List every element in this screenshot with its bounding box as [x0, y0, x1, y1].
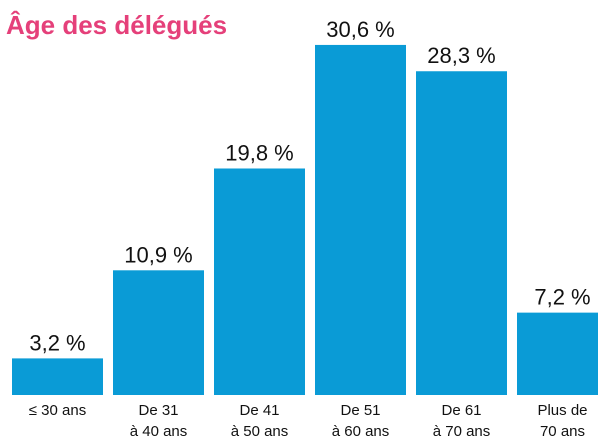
value-label: 28,3 %	[427, 43, 496, 68]
x-tick-label: De 61 à 70 ans	[412, 400, 512, 442]
value-label: 30,6 %	[326, 17, 395, 42]
x-tick-label: De 31 à 40 ans	[109, 400, 209, 442]
value-label: 7,2 %	[534, 285, 590, 310]
bar	[416, 71, 507, 395]
chart-title: Âge des délégués	[6, 10, 227, 40]
x-tick-label: Plus de 70 ans	[513, 400, 598, 442]
x-tick-label: De 51 à 60 ans	[311, 400, 411, 442]
bar	[517, 313, 598, 395]
value-label: 10,9 %	[124, 242, 193, 267]
bar	[113, 270, 204, 395]
x-tick-label: ≤ 30 ans	[8, 400, 108, 421]
value-label: 19,8 %	[225, 140, 294, 165]
x-tick-label: De 41 à 50 ans	[210, 400, 310, 442]
bar	[315, 45, 406, 395]
bar	[12, 358, 103, 395]
value-label: 3,2 %	[29, 330, 85, 355]
bar	[214, 168, 305, 395]
